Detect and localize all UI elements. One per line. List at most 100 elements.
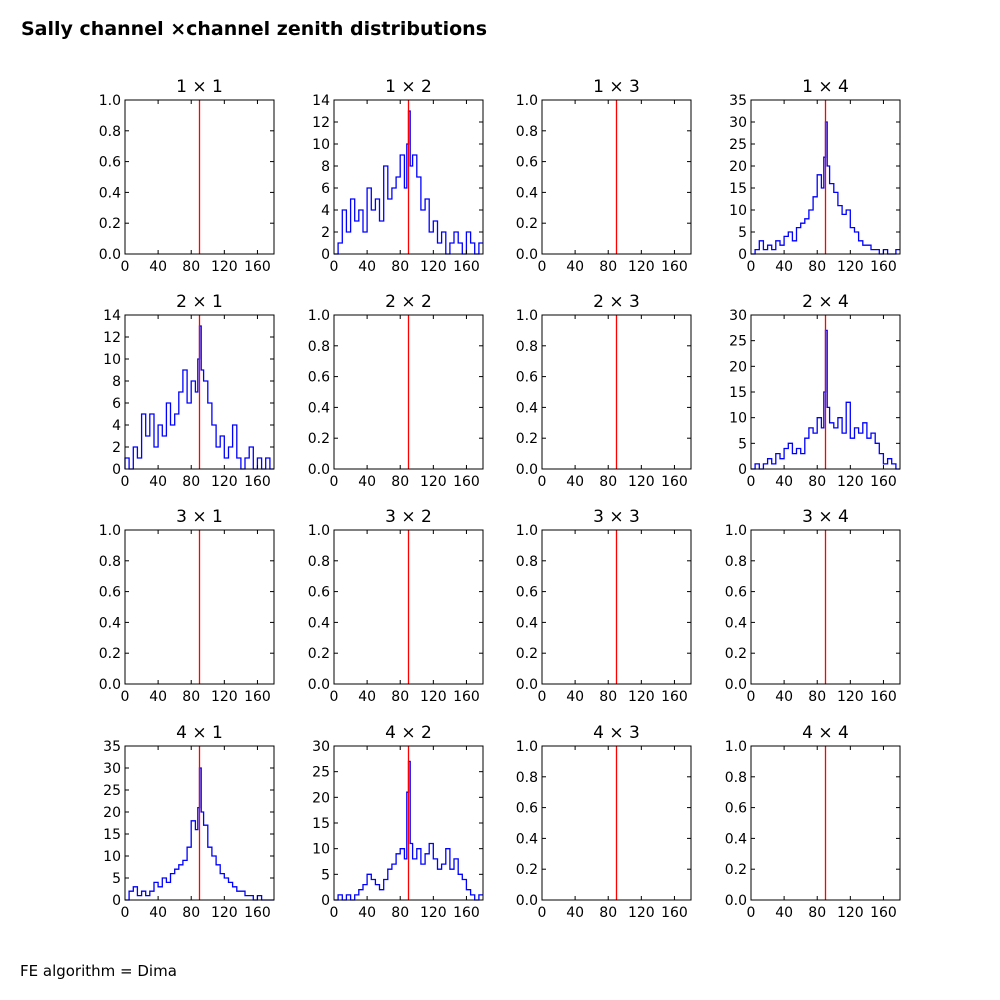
y-tick-label: 0.6 [516,585,538,601]
x-tick-label: 80 [391,259,409,275]
subplot-title: 1 × 2 [385,77,432,97]
y-tick-label: 0.2 [308,431,330,447]
subplot-15: 4 × 3 0 40 80 120 160 0.0 0.2 0.4 0.6 0.8 1.0 [516,723,692,921]
y-tick-label: 1.0 [725,739,747,755]
y-tick-label: 20 [729,159,747,175]
plot-frame [333,99,484,255]
subplot-title: 1 × 4 [802,77,849,97]
x-tick-label: 0 [538,474,547,490]
subplot-2: 1 × 2 0 40 80 120 160 0 2 4 6 8 10 12 14 [312,77,484,275]
subplot-3: 1 × 3 0 40 80 120 160 0.0 0.2 0.4 0.6 0.8 1.0 [516,77,692,275]
y-tick-label: 30 [729,115,747,131]
plot-frame [541,314,692,470]
y-tick-label: 10 [729,203,747,219]
plot-frame [124,314,275,470]
x-tick-label: 0 [747,905,756,921]
plot-frame [541,99,692,255]
x-tick-label: 120 [211,905,238,921]
x-tick-label: 40 [149,689,167,705]
x-tick-label: 160 [870,905,897,921]
y-tick-label: 10 [103,849,121,865]
y-tick-label: 0.0 [725,677,747,693]
y-tick-label: 0.8 [725,554,747,570]
y-tick-label: 35 [729,93,747,109]
x-tick-label: 0 [121,259,130,275]
subplot-title: 3 × 2 [385,507,432,527]
x-tick-label: 120 [628,905,655,921]
y-tick-label: 0.0 [516,893,538,909]
y-tick-label: 0.0 [516,247,538,263]
x-tick-label: 120 [628,259,655,275]
x-tick-label: 80 [808,689,826,705]
y-tick-label: 0.6 [516,370,538,386]
y-tick-label: 0.8 [725,770,747,786]
x-tick-label: 40 [358,905,376,921]
y-tick-label: 0.8 [516,554,538,570]
plot-frame [124,745,275,901]
x-tick-label: 40 [566,474,584,490]
y-tick-label: 4 [321,203,330,219]
plot-frame [333,529,484,685]
y-tick-label: 0.2 [725,862,747,878]
x-tick-label: 160 [870,689,897,705]
x-tick-label: 40 [775,474,793,490]
y-tick-label: 0.0 [99,677,121,693]
y-tick-label: 0.8 [308,339,330,355]
y-tick-label: 0.8 [308,554,330,570]
subplot-title: 4 × 3 [593,723,640,743]
subplot-title: 2 × 1 [176,292,223,312]
y-tick-label: 0.8 [516,339,538,355]
y-tick-label: 0.0 [516,462,538,478]
subplot-title: 2 × 2 [385,292,432,312]
y-tick-label: 0.6 [308,370,330,386]
x-tick-label: 0 [330,689,339,705]
y-tick-label: 0.8 [516,770,538,786]
y-tick-label: 0.2 [725,646,747,662]
y-tick-label: 0.6 [99,155,121,171]
subplot-5: 2 × 1 0 40 80 120 160 0 2 4 6 8 10 12 14 [103,292,275,490]
plot-frame [750,99,901,255]
x-tick-label: 0 [330,259,339,275]
x-tick-label: 120 [628,689,655,705]
y-tick-label: 0.8 [99,554,121,570]
x-tick-label: 0 [538,905,547,921]
y-tick-label: 1.0 [516,308,538,324]
y-tick-label: 0.2 [99,216,121,232]
y-tick-label: 4 [112,418,121,434]
histogram-series-1 [125,767,274,901]
x-tick-label: 160 [453,905,480,921]
x-tick-label: 120 [420,474,447,490]
x-tick-label: 40 [149,905,167,921]
x-tick-label: 40 [358,259,376,275]
y-tick-label: 0.6 [516,801,538,817]
y-tick-label: 10 [729,411,747,427]
y-tick-label: 2 [112,440,121,456]
y-tick-label: 0.4 [516,185,538,201]
x-tick-label: 160 [244,905,271,921]
y-tick-label: 0.2 [516,216,538,232]
footer-text: FE algorithm = Dima [20,962,177,980]
plot-frame [750,745,901,901]
y-tick-label: 0.4 [308,615,330,631]
y-tick-label: 0.0 [516,677,538,693]
x-tick-label: 80 [808,905,826,921]
subplot-title: 4 × 4 [802,723,849,743]
y-tick-label: 5 [738,225,747,241]
x-tick-label: 40 [566,905,584,921]
y-tick-label: 12 [312,115,330,131]
y-tick-label: 1.0 [99,93,121,109]
subplot-16: 4 × 4 0 40 80 120 160 0.0 0.2 0.4 0.6 0.8 1.0 [725,723,901,921]
subplot-7: 2 × 3 0 40 80 120 160 0.0 0.2 0.4 0.6 0.8 1.0 [516,292,692,490]
subplot-9: 3 × 1 0 40 80 120 160 0.0 0.2 0.4 0.6 0.8 1.0 [99,507,275,705]
subplot-4: 1 × 4 0 40 80 120 160 0 5 10 15 20 25 30 35 [729,77,901,275]
y-tick-label: 1.0 [516,93,538,109]
y-tick-label: 0.4 [516,400,538,416]
x-tick-label: 0 [538,689,547,705]
x-tick-label: 0 [538,259,547,275]
x-tick-label: 160 [453,689,480,705]
y-tick-label: 0.8 [516,124,538,140]
y-tick-label: 15 [103,827,121,843]
y-tick-label: 0 [321,893,330,909]
x-tick-label: 40 [149,474,167,490]
x-tick-label: 120 [837,259,864,275]
